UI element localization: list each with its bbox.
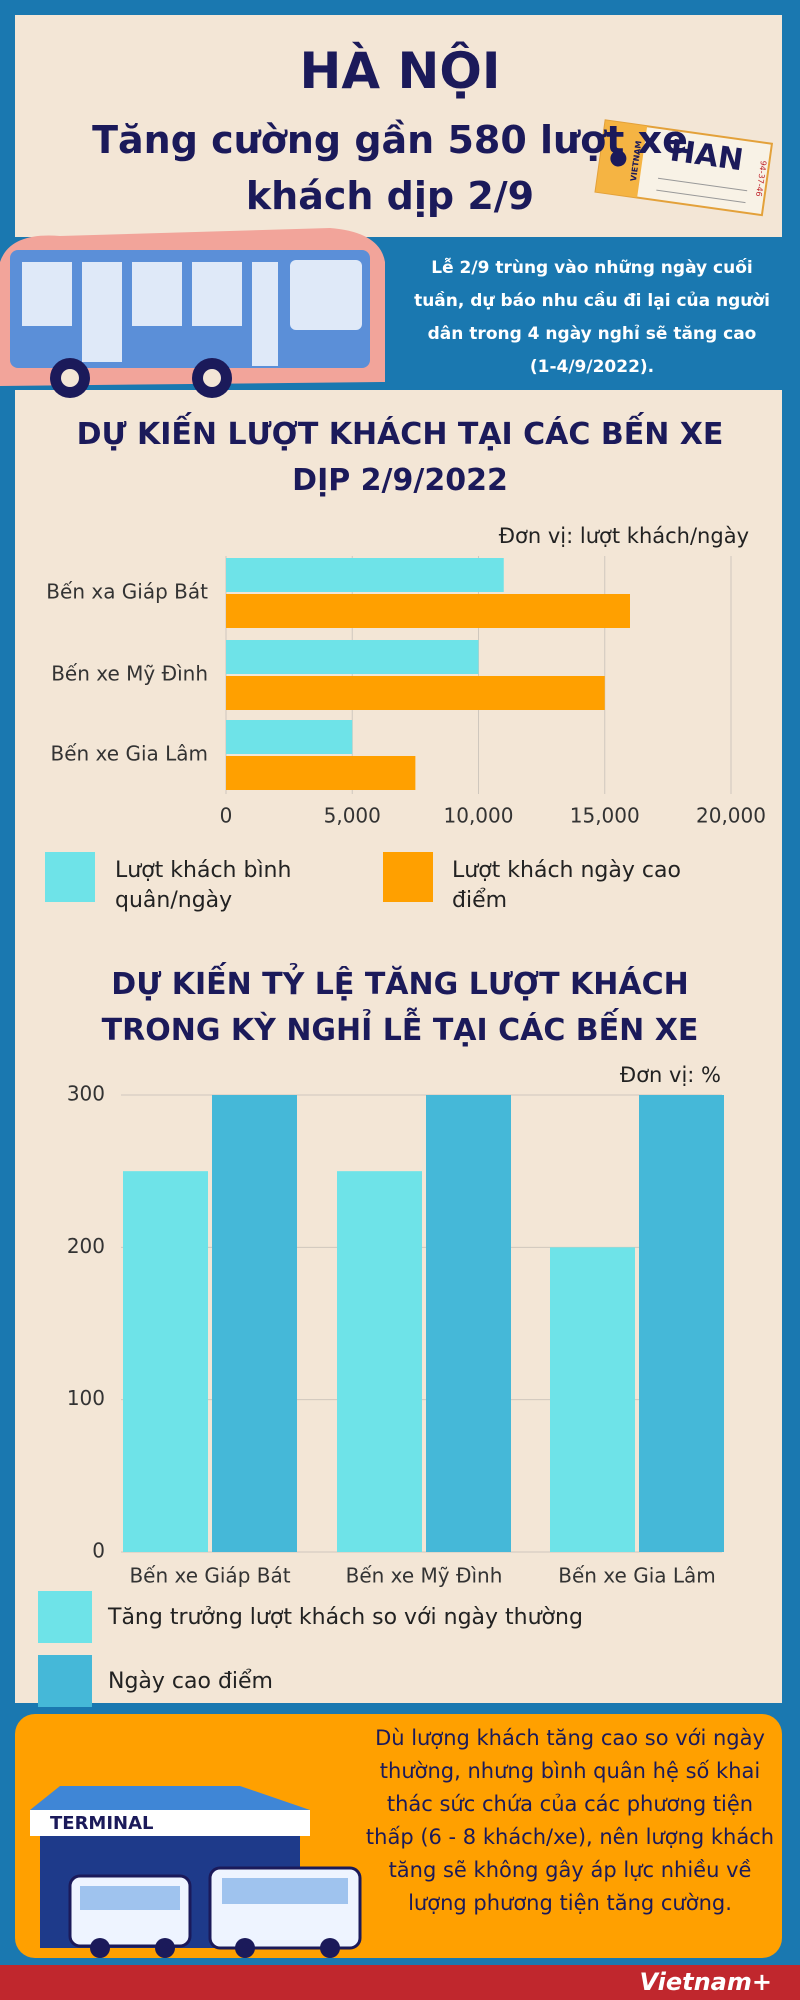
y-tick-label: 100: [67, 1386, 105, 1410]
legend-swatch: [38, 1591, 92, 1643]
y-tick-label: Bến xa Giáp Bát: [46, 580, 208, 604]
x-tick-label: Bến xe Mỹ Đình: [346, 1564, 503, 1588]
bar: [212, 1095, 297, 1552]
unit-label: Đơn vị: %: [620, 1063, 721, 1087]
y-tick-label: 200: [67, 1234, 105, 1258]
legend-swatch: [45, 852, 95, 902]
bar: [123, 1171, 208, 1552]
x-tick-label: 10,000: [444, 804, 514, 828]
brand: Vietnam+: [639, 1968, 772, 1996]
bar: [226, 676, 605, 710]
legend-label: Tăng trưởng lượt khách so với ngày thườn…: [108, 1605, 583, 1630]
x-tick-label: 5,000: [324, 804, 381, 828]
terminal-label: TERMINAL: [50, 1813, 154, 1834]
bar: [226, 594, 630, 628]
note: Dù lượng khách tăng cao so với ngày thườ…: [365, 1726, 775, 1915]
y-tick-label: 300: [67, 1082, 105, 1106]
terminal-illustration: TERMINAL: [30, 1786, 362, 1958]
unit-label: Đơn vị: lượt khách/ngày: [499, 524, 749, 548]
bar: [226, 558, 504, 592]
intro: Lễ 2/9 trùng vào những ngày cuối tuần, d…: [414, 258, 770, 377]
subtitle: Tăng cường gần 580 lượt xe khách dịp 2/9: [92, 118, 688, 218]
bar: [337, 1171, 422, 1552]
legend-label: Lượt khách bình quân/ngày: [115, 858, 292, 913]
bar: [550, 1247, 635, 1552]
chart-title: DỰ KIẾN TỶ LỆ TĂNG LƯỢT KHÁCH TRONG KỲ N…: [101, 967, 699, 1048]
bar: [226, 756, 416, 790]
ticket: VIETNAM HAN 94-37-46: [594, 119, 774, 217]
bar: [226, 640, 479, 674]
x-tick-label: 15,000: [570, 804, 640, 828]
legend-swatch: [38, 1655, 92, 1707]
x-tick-label: Bến xe Gia Lâm: [558, 1564, 716, 1588]
bar: [226, 720, 353, 754]
y-tick-label: Bến xe Gia Lâm: [51, 742, 209, 766]
bus-illustration: [0, 228, 385, 398]
x-tick-label: 20,000: [696, 804, 766, 828]
bar: [426, 1095, 511, 1552]
bar: [639, 1095, 724, 1552]
y-tick-label: Bến xe Mỹ Đình: [51, 662, 208, 686]
footer-bar: [0, 1965, 800, 2000]
legend-label: Lượt khách ngày cao điểm: [452, 858, 681, 913]
x-tick-label: Bến xe Giáp Bát: [129, 1564, 290, 1588]
chart-title: DỰ KIẾN LƯỢT KHÁCH TẠI CÁC BẾN XE DỊP 2/…: [76, 417, 724, 498]
x-tick-label: 0: [220, 804, 233, 828]
y-tick-label: 0: [92, 1539, 105, 1563]
title: HÀ NỘI: [299, 42, 501, 100]
legend-label: Ngày cao điểm: [108, 1669, 273, 1694]
legend-swatch: [383, 852, 433, 902]
